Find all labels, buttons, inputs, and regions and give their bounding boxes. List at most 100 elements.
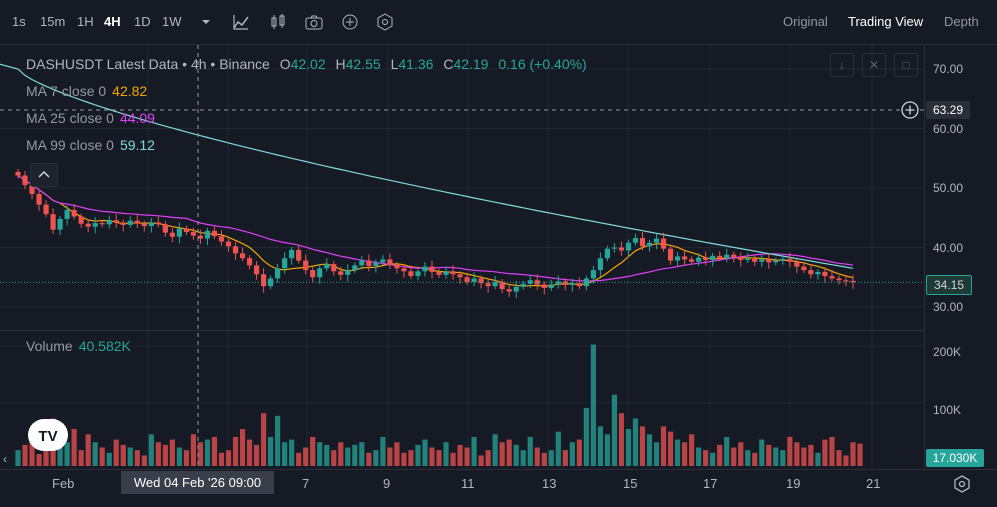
time-tick: Feb <box>52 476 75 491</box>
candle-body <box>113 220 119 223</box>
add-alert-icon[interactable] <box>900 100 920 120</box>
collapse-legend-button[interactable] <box>30 163 58 187</box>
candle-body <box>183 228 190 233</box>
volume-bar <box>429 447 435 466</box>
add-circle-icon[interactable] <box>340 12 360 32</box>
volume-bar <box>731 447 737 466</box>
timeframe-1s[interactable]: 1s <box>12 14 26 29</box>
volume-bar <box>422 439 428 466</box>
candle-body <box>738 257 744 260</box>
candle-body <box>513 286 519 292</box>
timeframe-1h[interactable]: 1H <box>77 14 94 29</box>
price-tick: 70.00 <box>933 62 964 76</box>
candle-body <box>253 265 260 275</box>
ma99-legend[interactable]: MA 99 close 0 59.12 <box>26 137 155 153</box>
chevron-down-icon[interactable] <box>196 12 216 32</box>
ma7-value: 42.82 <box>112 83 148 99</box>
candle-body <box>162 224 168 233</box>
volume-bar <box>541 452 547 466</box>
volume-bar <box>632 418 639 466</box>
symbol-name[interactable]: DASHUSDT Latest Data <box>26 56 179 72</box>
view-original[interactable]: Original <box>783 14 828 29</box>
scroll-left-button[interactable]: ‹ <box>3 452 7 466</box>
settings-hex-icon[interactable] <box>375 12 395 32</box>
volume-bar <box>689 434 695 466</box>
candle-body <box>408 271 414 277</box>
candle-body <box>429 266 435 272</box>
candle-body <box>569 283 575 285</box>
timeframe-4h[interactable]: 4H <box>104 14 121 29</box>
candle-body <box>464 277 470 283</box>
volume-bar <box>520 450 526 466</box>
candle-body <box>724 254 730 259</box>
interval-label: 4h <box>190 56 207 72</box>
candle-body <box>204 230 211 239</box>
maximize-button[interactable]: □ <box>894 53 918 77</box>
camera-icon[interactable] <box>304 12 324 32</box>
candle-body <box>57 218 63 230</box>
volume-bar <box>169 439 175 466</box>
ma25-legend[interactable]: MA 25 close 0 44.09 <box>26 110 155 126</box>
volume-bar <box>113 439 119 466</box>
view-depth[interactable]: Depth <box>944 14 979 29</box>
candle-body <box>373 262 379 266</box>
volume-bar <box>64 442 70 466</box>
chart-settings-icon[interactable] <box>952 474 972 494</box>
candle-body <box>436 271 442 275</box>
time-tick: 21 <box>866 476 881 491</box>
volume-bar <box>225 450 232 466</box>
price-tick: 30.00 <box>933 300 964 314</box>
volume-bar <box>822 439 828 466</box>
scroll-down-button[interactable]: ↓ <box>830 53 854 77</box>
candle-body <box>225 241 232 247</box>
volume-bar <box>253 444 260 466</box>
candle-body <box>366 260 372 266</box>
candle-body <box>457 274 463 278</box>
volume-bar <box>296 452 302 466</box>
tradingview-logo[interactable]: TV <box>28 419 68 451</box>
candle-body <box>681 256 688 260</box>
candle-body <box>443 271 449 275</box>
exchange-label: Binance <box>219 56 270 72</box>
candle-body <box>787 258 793 262</box>
candle-body <box>689 259 695 262</box>
candle-body <box>127 220 133 225</box>
volume-bar <box>324 444 330 466</box>
candle-body <box>759 259 765 262</box>
low-value: 41.36 <box>398 56 434 72</box>
volume-bar <box>43 439 49 466</box>
candle-body <box>808 270 814 275</box>
volume-bar <box>99 447 105 466</box>
volume-bar <box>436 450 442 466</box>
volume-bar <box>148 434 154 466</box>
candle-body <box>22 175 28 186</box>
candle-body <box>780 258 786 261</box>
candle-type-icon[interactable] <box>268 12 288 32</box>
candle-body <box>345 270 351 275</box>
indicators-icon[interactable] <box>231 12 251 32</box>
price-tick: 60.00 <box>933 122 964 136</box>
time-tick: 17 <box>703 476 718 491</box>
timeframe-1w[interactable]: 1W <box>162 14 182 29</box>
volume-bar <box>780 450 786 466</box>
crosshair-time-label: Wed 04 Feb '26 09:00 <box>121 471 274 494</box>
close-pane-button[interactable]: ✕ <box>862 53 886 77</box>
candle-body <box>317 268 323 278</box>
candle-body <box>520 283 526 287</box>
volume-bar <box>218 452 225 466</box>
volume-bar <box>394 442 400 466</box>
volume-bars <box>15 344 863 466</box>
candle-body <box>667 248 674 261</box>
volume-legend[interactable]: Volume 40.582K <box>26 338 131 354</box>
timeframe-15m[interactable]: 15m <box>40 14 66 29</box>
candle-body <box>239 253 246 259</box>
candle-body <box>85 223 91 227</box>
ma7-legend[interactable]: MA 7 close 0 42.82 <box>26 83 148 99</box>
view-trading-view[interactable]: Trading View <box>848 14 924 29</box>
candle-body <box>752 258 758 262</box>
open-value: 42.02 <box>290 56 326 72</box>
volume-bar <box>162 444 168 466</box>
candle-body <box>415 271 421 277</box>
timeframe-1d[interactable]: 1D <box>134 14 151 29</box>
